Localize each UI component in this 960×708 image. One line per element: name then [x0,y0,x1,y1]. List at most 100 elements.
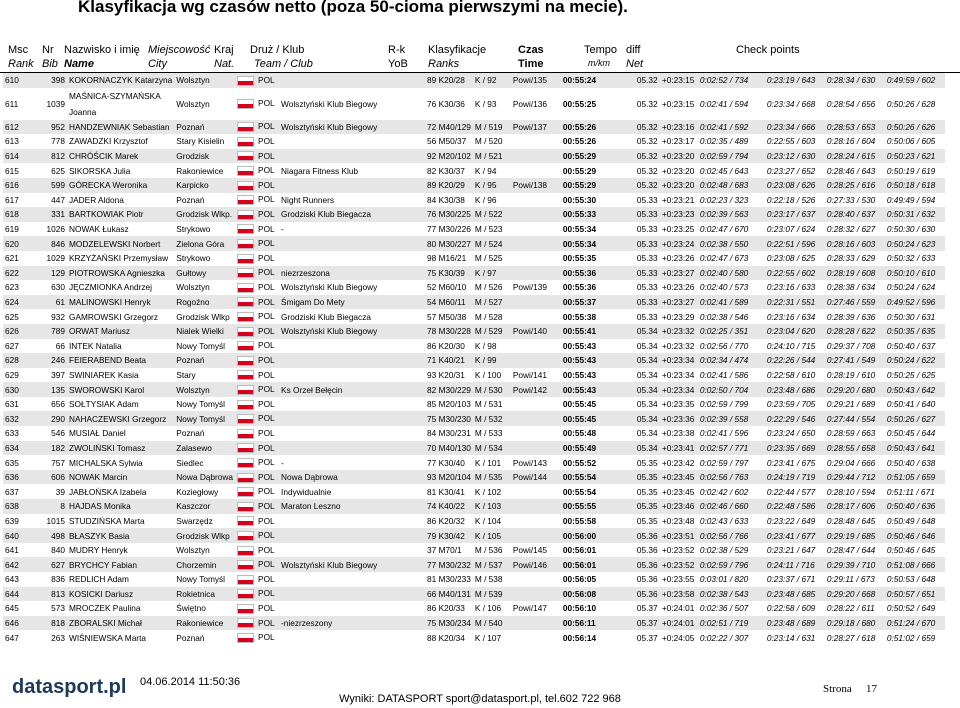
result-row: 642 627 BRYCHCY Fabian Chorzemin POL Wolsztyń… [3,557,945,572]
rank: 644 [3,586,33,602]
nat: POL [235,134,279,149]
checkpoint: 0:02:59 / 799 [699,399,749,410]
flag [237,253,255,264]
category-rank: M / 534 [472,440,511,456]
nat-code: POL [258,384,275,395]
diff: +0:23:32 [659,323,698,339]
result-row: 643 836 REDLICH Adam Nowy Tomyśl POL 81 M30/2… [3,572,945,587]
county-rank [511,484,561,499]
checkpoint: 0:23:59 / 705 [766,399,816,410]
yob-category: 77 M30/226 [427,224,471,235]
nat-code: POL [258,311,275,322]
pace: 05.34 [636,399,658,410]
diff: +0:23:27 [659,294,698,310]
diff: +0:23:21 [661,194,695,205]
nat-code: POL [258,179,275,190]
time: 00:55:29 [560,177,635,193]
header-label: City [148,58,167,70]
checkpoint: 0:22:29 / 546 [764,411,825,427]
city: Koziegłowy [176,486,219,497]
checkpoint: 0:02:56 / 766 [697,528,765,543]
bib: 789 [33,323,67,339]
pace: 05.33 [636,282,658,293]
category-rank: M / 538 [474,574,503,585]
yob-category: 71 K40/21 [425,353,473,368]
checkpoint: 0:50:18 / 618 [884,177,945,193]
club: Wolsztyński Klub Biegowy [279,323,426,339]
nat: POL [235,251,279,266]
yob-category: 86 K20/30 [427,340,465,351]
checkpoint: 0:50:06 / 605 [886,136,936,147]
time: 00:55:45 [560,411,635,427]
club [279,353,426,368]
rank: 628 [3,353,33,368]
nat: POL [235,193,279,208]
flag [237,530,255,541]
result-row: 634 182 ZWOLIŃSKI Tomasz Zalasewo POL 70 M40/… [3,440,945,456]
city: Strykowo [176,224,211,235]
bib: 656 [51,399,65,410]
name: INTEK Natalia [69,340,122,351]
diff: +0:23:26 [661,253,695,264]
checkpoint: 0:29:19 / 685 [824,528,885,543]
name: MROCZEK Paulina [69,603,141,614]
city: Nialek Wielki [174,323,236,339]
checkpoint: 0:51:08 / 666 [884,557,945,572]
club: Wolsztyński Klub Biegowy [281,282,378,293]
checkpoint: 0:28:47 / 644 [826,545,876,556]
city: Zielona Góra [174,236,236,251]
result-row: 646 818 ZBORALSKI Michał Rakoniewice POL -nie… [3,615,945,631]
diff: +0:23:51 [659,528,698,543]
nat: POL [235,265,280,281]
county-rank: Powi/145 [512,545,547,556]
checkpoint: 0:23:37 / 671 [766,574,816,585]
time: 00:55:34 [560,236,635,251]
yob-category: 98 M16/21 [427,253,467,264]
rank: 640 [3,528,33,543]
rank: 633 [5,428,19,439]
header-label: Miejscowość [148,44,211,56]
header-label: Ranks [428,58,460,70]
county-rank [510,499,561,514]
flag [237,589,255,600]
checkpoint: 0:23:19 / 643 [764,73,825,88]
club [279,440,426,456]
checkpoint: 0:28:16 / 603 [824,236,885,251]
club [279,368,425,383]
result-row: 618 331 BARTKOWIAK Piotr Grodzisk Wlkp. POL G… [3,207,945,222]
yob-category: 89 K20/29 [425,177,473,193]
diff: +0:23:15 [659,73,698,88]
rank: 642 [3,557,33,572]
checkpoint: 0:23:08 / 626 [764,177,825,193]
diff: +0:23:48 [661,515,695,526]
rank: 613 [5,136,19,147]
nat-code: POL [258,369,275,380]
checkpoint: 0:02:38 / 529 [699,545,749,556]
checkpoint: 0:02:40 / 580 [697,265,765,281]
club: Wolsztyński Klub Biegowy [279,557,426,572]
checkpoint: 0:28:53 / 653 [824,119,885,135]
nat: POL [235,148,280,164]
nat-code: POL [258,515,275,526]
nat-code: POL [258,559,275,570]
time: 00:55:26 [560,119,635,135]
time: 00:55:49 [560,440,635,456]
checkpoint: 0:23:21 / 647 [766,545,816,556]
checkpoint: 0:22:18 / 526 [766,194,816,205]
yob-category: 88 K20/34 [427,632,465,643]
name: KOSICKI Dariusz [67,586,175,602]
checkpoint: 0:02:56 / 763 [697,469,765,485]
county-rank [510,440,561,456]
bib: 846 [33,236,67,251]
nat: POL [235,163,279,178]
checkpoint: 0:02:51 / 719 [697,615,765,631]
name: HAJDAS Monika [67,499,175,514]
diff: +0:23:46 [659,499,698,514]
county-rank: Powi/143 [512,457,547,468]
pace: 05.34 [634,323,660,339]
checkpoint: 0:51:05 / 659 [884,469,945,485]
header-label: diff [626,44,641,56]
time: 00:55:43 [562,340,597,351]
checkpoint: 0:50:35 / 635 [884,323,945,339]
nat-code: POL [258,632,275,643]
